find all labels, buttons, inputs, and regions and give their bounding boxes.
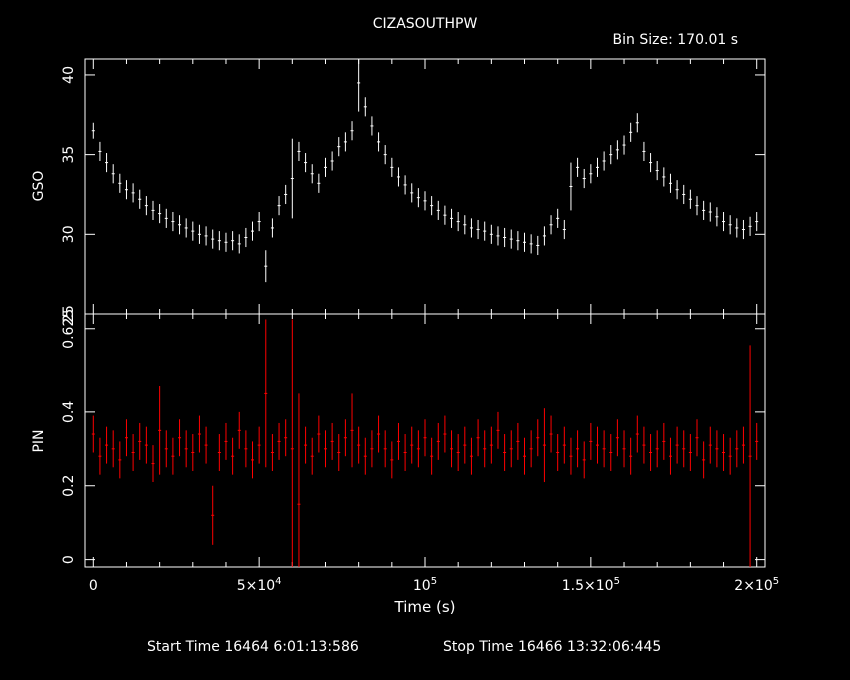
gso-axis-label: GSO xyxy=(31,171,47,202)
x-tick-label: 1.5×105 xyxy=(562,576,620,594)
pin-panel: PIN 0 0.2 0.4 0.625 xyxy=(31,309,766,568)
y-tick-label: 0.625 xyxy=(61,309,77,349)
x-tick-label: 2×105 xyxy=(734,576,779,594)
pin-axis-label: PIN xyxy=(31,429,47,452)
gso-ticks: 25 30 35 40 xyxy=(61,59,765,323)
time-axis-label: Time (s) xyxy=(394,598,456,616)
chart-title: CIZASOUTHPW xyxy=(373,16,478,32)
y-tick-label: 0.2 xyxy=(61,475,77,497)
y-tick-label: 0.4 xyxy=(61,401,77,423)
y-tick-label: 35 xyxy=(61,146,77,164)
y-tick-label: 40 xyxy=(61,66,77,84)
gso-panel: GSO 25 30 35 40 xyxy=(31,58,766,323)
x-tick-label: 105 xyxy=(413,576,437,594)
start-time-label: Start Time 16464 6:01:13:586 xyxy=(147,639,359,655)
time-axis-ticks: 0 5×104 105 1.5×105 2×105 xyxy=(89,576,779,594)
y-tick-label: 0 xyxy=(61,555,77,564)
x-tick-label: 0 xyxy=(89,578,98,594)
x-tick-label: 5×104 xyxy=(237,576,282,594)
gso-data-points xyxy=(91,59,759,283)
gso-frame xyxy=(84,58,766,315)
bin-size-label: Bin Size: 170.01 s xyxy=(613,32,738,48)
stop-time-label: Stop Time 16466 13:32:06:445 xyxy=(443,639,661,655)
pin-data-points xyxy=(91,319,759,567)
pin-ticks: 0 0.2 0.4 0.625 xyxy=(61,309,765,567)
y-tick-label: 25 xyxy=(61,305,77,323)
y-tick-label: 30 xyxy=(61,225,77,243)
